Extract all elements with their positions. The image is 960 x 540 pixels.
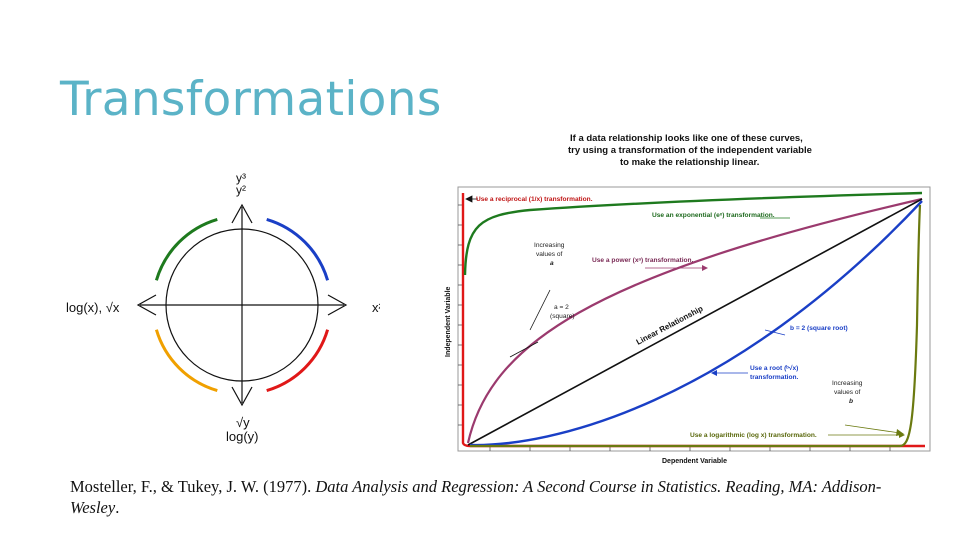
annotation-root-1: Use a root (ᵇ√x) (750, 364, 798, 372)
chart-header-line-3: to make the relationship linear. (620, 157, 759, 168)
annotation-increasing-left-3: a (550, 260, 554, 267)
curve-exponential (463, 191, 923, 276)
y-axis-ticks (458, 204, 462, 426)
label-log-y: log(y) (226, 429, 259, 444)
annotation-power: Use a power (xᵃ) transformation. (592, 257, 694, 264)
curve-logarithmic (470, 204, 922, 448)
arrow-left-icon (136, 294, 157, 316)
arrow-up-icon (231, 203, 253, 224)
slide-title: Transformations (60, 72, 442, 127)
annotation-increasing-right-1: Increasing (832, 380, 863, 387)
ladder-of-powers-diagram: y³ y² log(x), √x x², x³ √y log(y) (66, 171, 380, 444)
annotation-increasing-left-2: values of (536, 251, 563, 258)
citation: Mosteller, F., & Tukey, J. W. (1977). Da… (70, 476, 930, 518)
annotation-root-2: transformation. (750, 374, 799, 381)
citation-end: . (115, 498, 120, 517)
y-axis-label: Independent Variable (445, 286, 452, 357)
annotation-increasing-left-1: Increasing (534, 242, 565, 249)
arc-bottom-left (154, 329, 218, 393)
curve-power (466, 197, 923, 444)
annotation-logarithmic: Use a logarithmic (log x) transformation… (690, 432, 817, 439)
x-axis-ticks (489, 447, 891, 451)
annotation-arrows (465, 195, 905, 438)
annotation-square-1: a = 2 (554, 304, 569, 311)
curve-root (469, 200, 923, 447)
label-log-x-sqrt-x: log(x), √x (66, 300, 120, 315)
curve-linear (467, 198, 923, 446)
arrow-down-icon (231, 386, 253, 407)
annotation-exponential: Use an exponential (eˣ) transformation. (652, 212, 775, 219)
transformation-curves-chart: If a data relationship looks like one of… (445, 133, 931, 465)
citation-title: Data Analysis and Regression: A Second C… (70, 477, 882, 517)
annotation-reciprocal: Use a reciprocal (1/x) transformation. (476, 196, 593, 203)
chart-header-line-2: try using a transformation of the indepe… (568, 145, 812, 156)
arc-bottom-right (266, 329, 330, 393)
annotation-increasing-right-3: b (849, 398, 853, 405)
annotation-square-root: b = 2 (square root) (790, 325, 848, 332)
arc-top-left (154, 217, 218, 281)
annotation-increasing-right-2: values of (834, 389, 861, 396)
label-y-cubed: y³ (236, 171, 246, 185)
citation-authors: Mosteller, F., & Tukey, J. W. (1977). (70, 477, 316, 496)
arrow-right-icon (327, 294, 348, 316)
annotation-square-2: (square) (550, 313, 575, 320)
label-x-squared-cubed: x², x³ (372, 300, 380, 315)
label-sqrt-y: √y (236, 415, 250, 430)
x-axis-label: Dependent Variable (662, 458, 727, 465)
arc-top-right (266, 217, 330, 281)
label-y-squared: y² (236, 183, 246, 197)
chart-header-line-1: If a data relationship looks like one of… (570, 133, 803, 144)
